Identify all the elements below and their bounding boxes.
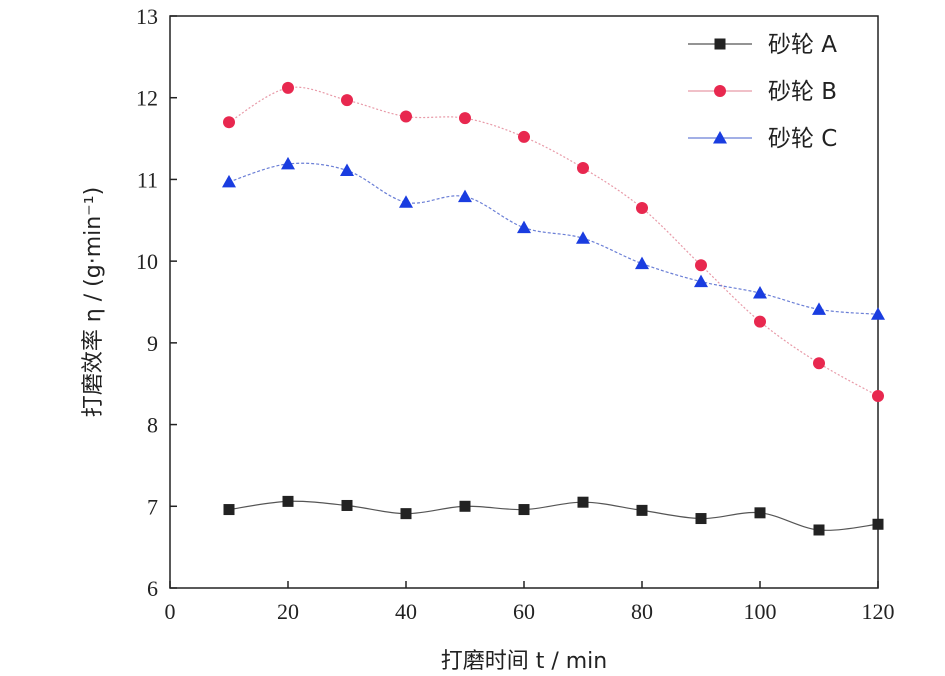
data-point bbox=[577, 496, 589, 508]
legend-label: 砂轮 A bbox=[768, 32, 837, 58]
y-tick-label: 13 bbox=[136, 4, 158, 29]
data-point bbox=[872, 389, 884, 402]
data-point bbox=[399, 195, 413, 208]
data-point bbox=[695, 259, 707, 272]
data-point bbox=[694, 274, 708, 288]
data-point bbox=[577, 161, 589, 174]
series-c bbox=[222, 156, 885, 320]
y-tick-label: 7 bbox=[147, 494, 158, 519]
legend-marker bbox=[714, 38, 726, 50]
data-point bbox=[282, 495, 294, 507]
y-tick-label: 10 bbox=[136, 249, 158, 274]
data-point bbox=[754, 315, 766, 328]
series-a bbox=[223, 495, 884, 536]
data-point bbox=[754, 507, 766, 519]
data-point bbox=[872, 518, 884, 530]
data-point bbox=[813, 524, 825, 536]
data-point bbox=[400, 508, 412, 520]
x-tick-label: 120 bbox=[862, 599, 895, 624]
legend-item: 砂轮 A bbox=[688, 32, 837, 58]
plot-area: 0 20 40 60 80 100 120 6 7 8 9 10 11 12 13 bbox=[136, 4, 895, 624]
series-line bbox=[228, 500, 879, 531]
x-tick-label: 40 bbox=[395, 599, 417, 624]
data-point bbox=[400, 110, 412, 123]
data-point bbox=[517, 220, 531, 234]
series-layer bbox=[222, 81, 885, 536]
x-tick-label: 0 bbox=[165, 599, 176, 624]
legend-marker bbox=[713, 131, 727, 144]
data-point bbox=[813, 357, 825, 370]
x-tick-label: 100 bbox=[744, 599, 777, 624]
x-tick-label: 20 bbox=[277, 599, 299, 624]
y-tick-label: 8 bbox=[147, 413, 158, 438]
x-tick-label: 80 bbox=[631, 599, 653, 624]
data-point bbox=[222, 174, 236, 188]
data-point bbox=[281, 156, 295, 170]
data-point bbox=[636, 202, 648, 215]
data-point bbox=[341, 94, 353, 107]
y-tick-label: 6 bbox=[147, 576, 158, 601]
y-tick-label: 9 bbox=[147, 331, 158, 356]
data-point bbox=[459, 112, 471, 125]
legend-label: 砂轮 C bbox=[768, 126, 837, 152]
y-axis-label: 打磨效率 η / (g·min⁻¹) bbox=[81, 187, 106, 417]
data-point bbox=[635, 256, 649, 270]
data-point bbox=[695, 513, 707, 525]
data-point bbox=[518, 504, 530, 516]
x-tick-label: 60 bbox=[513, 599, 535, 624]
legend: 砂轮 A 砂轮 B 砂轮 C bbox=[688, 32, 837, 152]
legend-marker bbox=[714, 85, 726, 97]
data-point bbox=[812, 302, 826, 315]
data-point bbox=[458, 189, 472, 203]
data-point bbox=[340, 163, 354, 176]
series-b bbox=[223, 81, 884, 402]
data-point bbox=[636, 504, 648, 516]
data-point bbox=[282, 81, 294, 94]
legend-label: 砂轮 B bbox=[768, 79, 837, 105]
legend-item: 砂轮 C bbox=[688, 126, 837, 152]
data-point bbox=[518, 130, 530, 143]
series-line bbox=[228, 162, 879, 315]
y-tick-label: 12 bbox=[136, 86, 158, 111]
y-tick-label: 11 bbox=[137, 167, 158, 192]
data-point bbox=[871, 307, 885, 320]
x-axis-label: 打磨时间 t / min bbox=[441, 649, 608, 674]
data-point bbox=[223, 116, 235, 129]
legend-item: 砂轮 B bbox=[688, 79, 837, 105]
data-point bbox=[459, 500, 471, 512]
data-point bbox=[341, 499, 353, 511]
data-point bbox=[576, 231, 590, 244]
data-point bbox=[753, 286, 767, 299]
data-point bbox=[223, 504, 235, 516]
